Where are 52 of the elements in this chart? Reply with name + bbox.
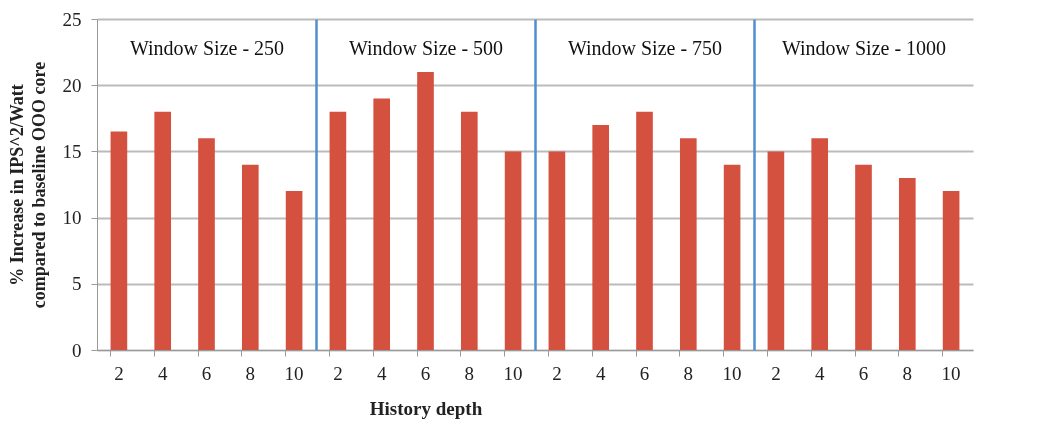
text: Window Size - 500: [348, 37, 504, 59]
y-tick-label: 25: [62, 8, 82, 30]
x-tick-label: 4: [814, 362, 825, 384]
y-tick-label: 0: [72, 339, 82, 361]
bar: [373, 98, 391, 350]
bar: [723, 164, 741, 350]
x-tick-label: 6: [201, 362, 212, 384]
y-tick-label: 20: [62, 74, 82, 96]
x-tick-label: 10: [941, 362, 961, 384]
x-tick-label: 10: [503, 362, 523, 384]
x-tick-label: 8: [683, 362, 694, 384]
bar: [855, 164, 872, 350]
bar: [679, 138, 697, 350]
y-tick-label: 5: [72, 273, 82, 295]
x-tick-label: 4: [595, 362, 606, 384]
bar: [285, 191, 303, 350]
bar: [460, 111, 478, 350]
bar: [110, 131, 128, 350]
x-tick-label: 10: [284, 362, 304, 384]
bar: [811, 138, 829, 350]
bar: [592, 124, 610, 350]
x-tick-label: 2: [333, 362, 343, 384]
x-tick-label: 2: [114, 362, 124, 384]
x-tick-label: 6: [420, 362, 431, 384]
x-tick-label: 8: [245, 362, 256, 384]
x-tick-label: 2: [771, 362, 781, 384]
bar: [898, 177, 916, 350]
y-tick-label: 15: [62, 140, 82, 162]
x-axis-title: History depth: [369, 397, 483, 419]
bar: [329, 111, 347, 350]
bar: [417, 71, 434, 350]
y-tick-label: 10: [62, 207, 82, 229]
x-tick-label: 6: [639, 362, 650, 384]
x-tick-label: 4: [376, 362, 387, 384]
x-tick-label: 2: [552, 362, 562, 384]
bar: [198, 138, 215, 350]
bar: [504, 151, 522, 350]
y-axis-title: % Increase in IPS^2/Watt compared to baseline OOO core: [6, 61, 49, 309]
bar: [636, 111, 653, 350]
x-tick-label: 8: [464, 362, 475, 384]
x-tick-label: 4: [157, 362, 168, 384]
text: Window Size - 250: [129, 37, 285, 59]
bar: [767, 151, 785, 350]
bar: [548, 151, 566, 350]
x-tick-label: 10: [722, 362, 742, 384]
bar: [241, 164, 259, 350]
bar: [942, 191, 960, 350]
text: Window Size - 1000: [781, 37, 947, 59]
x-tick-label: 6: [858, 362, 869, 384]
bar: [154, 111, 172, 350]
x-tick-label: 8: [902, 362, 913, 384]
text: Window Size - 750: [567, 37, 723, 59]
